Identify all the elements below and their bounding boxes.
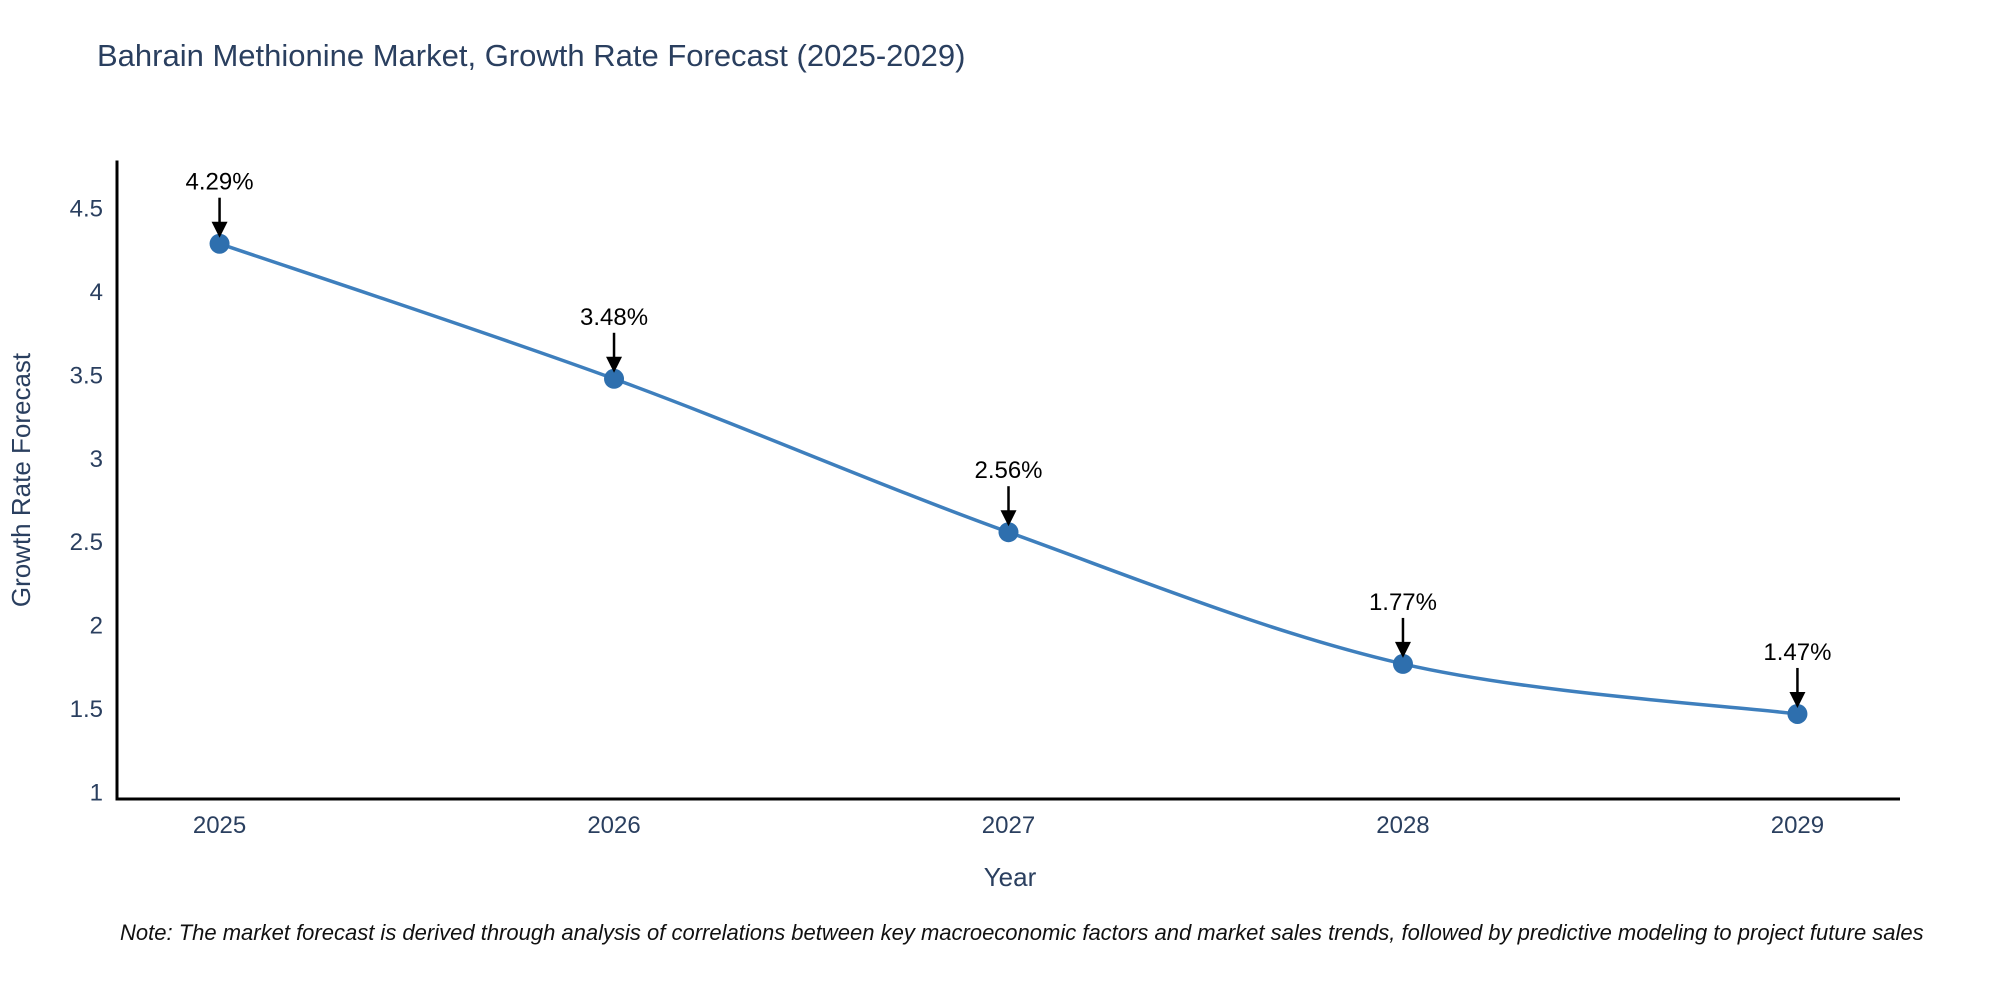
point-label: 2.56% (974, 457, 1042, 484)
annotation-arrow-head (1789, 691, 1806, 708)
y-tick-label: 4 (90, 279, 103, 306)
footnote: Note: The market forecast is derived thr… (120, 920, 1924, 945)
data-point-marker-2028[interactable] (1392, 653, 1413, 674)
annotation-arrow-head (1000, 510, 1017, 527)
annotation-arrow-head (606, 356, 623, 373)
point-label: 1.47% (1763, 639, 1831, 666)
x-axis-title: Year (984, 862, 1037, 892)
x-tick-label: 2028 (1376, 812, 1429, 839)
y-tick-label: 3 (90, 446, 103, 473)
x-tick-label: 2027 (982, 812, 1035, 839)
y-tick-label: 2.5 (70, 529, 103, 556)
y-axis-title: Growth Rate Forecast (6, 352, 36, 607)
chart-title: Bahrain Methionine Market, Growth Rate F… (97, 38, 965, 73)
x-tick-label: 2025 (193, 812, 246, 839)
y-tick-label: 4.5 (70, 196, 103, 223)
y-tick-label: 3.5 (70, 362, 103, 389)
y-tick-label: 1 (90, 779, 103, 806)
data-point-marker-2027[interactable] (998, 522, 1019, 543)
data-point-marker-2026[interactable] (604, 368, 625, 389)
x-tick-label: 2029 (1771, 812, 1824, 839)
plot-content: 1 1.5 2 2.5 3 3.5 4 4.5 2025 2026 2027 2028 2029 4.29… (70, 169, 1832, 839)
x-tick-label: 2026 (587, 812, 640, 839)
data-point-marker-2025[interactable] (209, 233, 230, 254)
annotation-arrow-head (1394, 641, 1411, 658)
annotation-arrow-head (211, 221, 228, 238)
y-tick-label: 2 (90, 613, 103, 640)
y-tick-label: 1.5 (70, 696, 103, 723)
point-label: 4.29% (186, 169, 254, 196)
point-label: 3.48% (580, 304, 648, 331)
data-point-marker-2029[interactable] (1787, 703, 1808, 724)
point-label: 1.77% (1369, 589, 1437, 616)
